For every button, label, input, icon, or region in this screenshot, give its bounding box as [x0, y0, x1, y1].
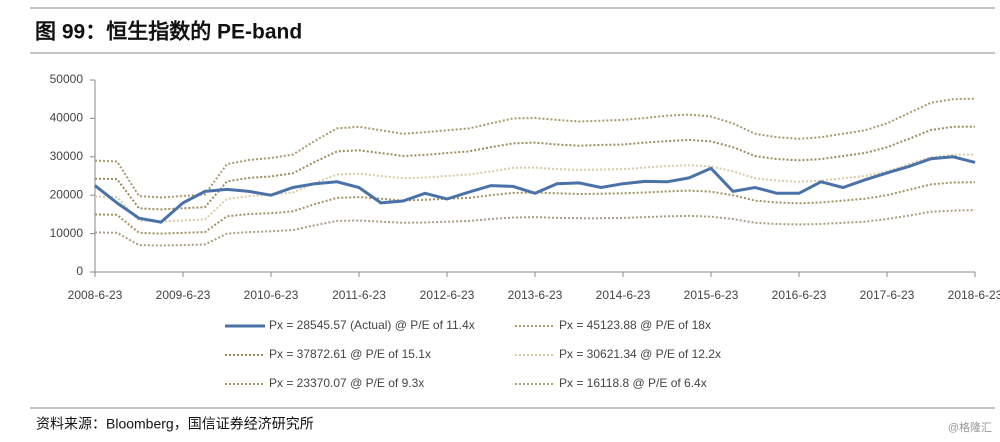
x-tick-label: 2016-6-23	[772, 288, 827, 302]
chart-title: 图 99：恒生指数的 PE-band	[35, 20, 302, 44]
series-line	[94, 181, 976, 235]
x-tick-label: 2013-6-23	[508, 288, 563, 302]
series-line	[94, 209, 976, 247]
y-tick-label: 40000	[50, 111, 84, 125]
source-note: 资料来源：Bloomberg，国信证券经济研究所	[36, 416, 314, 432]
y-tick-label: 30000	[50, 149, 84, 163]
x-tick-label: 2010-6-23	[244, 288, 299, 302]
x-tick-label: 2008-6-23	[68, 288, 123, 302]
x-tick-label: 2014-6-23	[596, 288, 651, 302]
series-line	[94, 153, 976, 223]
legend-label: Px = 28545.57 (Actual) @ P/E of 11.4x	[269, 318, 475, 332]
series-line	[94, 125, 976, 211]
y-tick-label: 0	[76, 264, 83, 278]
y-tick-label: 20000	[50, 187, 84, 201]
legend-label: Px = 16118.8 @ P/E of 6.4x	[559, 376, 707, 390]
y-tick-label: 50000	[50, 72, 84, 86]
x-tick-label: 2011-6-23	[332, 288, 386, 302]
legend-label: Px = 37872.61 @ P/E of 15.1x	[269, 347, 431, 361]
x-tick-label: 2015-6-23	[684, 288, 739, 302]
legend-label: Px = 45123.88 @ P/E of 18x	[559, 318, 711, 332]
series-line	[94, 155, 976, 224]
legend-label: Px = 23370.07 @ P/E of 9.3x	[269, 376, 424, 390]
x-tick-label: 2017-6-23	[860, 288, 915, 302]
legend-label: Px = 30621.34 @ P/E of 12.2x	[559, 347, 721, 361]
series-line	[94, 97, 976, 199]
x-tick-label: 2009-6-23	[156, 288, 211, 302]
watermark: @格隆汇	[948, 420, 992, 434]
y-tick-label: 10000	[50, 226, 84, 240]
x-tick-label: 2012-6-23	[420, 288, 475, 302]
x-tick-label: 2018-6-23	[948, 288, 1000, 302]
